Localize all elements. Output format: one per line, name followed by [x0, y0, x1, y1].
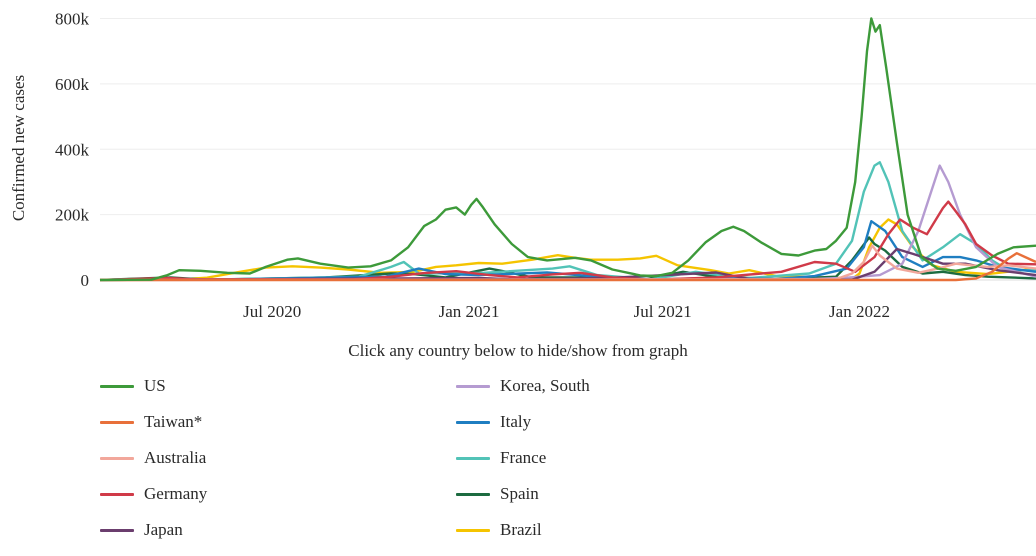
- x-tick-label: Jan 2022: [829, 302, 890, 321]
- legend-label: Taiwan*: [144, 412, 203, 431]
- series-line-brazil: [99, 218, 1036, 282]
- y-tick-label: 800k: [55, 10, 90, 29]
- legend-item-korea-south[interactable]: Korea, South: [456, 374, 590, 398]
- series-line-taiwan: [100, 252, 1036, 282]
- x-tick-label: Jan 2021: [439, 302, 500, 321]
- series-line-germany: [99, 200, 1036, 282]
- legend-item-taiwan[interactable]: Taiwan*: [100, 410, 202, 434]
- legend-swatch: [456, 456, 490, 460]
- legend-item-brazil[interactable]: Brazil: [456, 518, 542, 542]
- legend-item-germany[interactable]: Germany: [100, 482, 207, 506]
- legend-item-italy[interactable]: Italy: [456, 410, 531, 434]
- legend-item-france[interactable]: France: [456, 446, 546, 470]
- legend-item-australia[interactable]: Australia: [100, 446, 206, 470]
- legend-label: US: [144, 376, 166, 395]
- x-axis-ticks: Jul 2020 Jan 2021 Jul 2021 Jan 2022: [243, 302, 890, 321]
- series-line-korea-south: [99, 164, 1036, 282]
- legend-item-japan[interactable]: Japan: [100, 518, 183, 542]
- legend-label: Germany: [144, 484, 208, 503]
- legend-label: Korea, South: [500, 376, 590, 395]
- y-axis-title: Confirmed new cases: [9, 75, 28, 221]
- x-tick-label: Jul 2020: [243, 302, 301, 321]
- legend-item-spain[interactable]: Spain: [456, 482, 539, 506]
- legend-label: Brazil: [500, 520, 542, 539]
- series-line-france: [99, 161, 1036, 282]
- legend-swatch: [100, 492, 134, 496]
- series-lines: [99, 17, 1036, 282]
- y-tick-label: 0: [81, 271, 90, 290]
- series-line-italy: [99, 220, 1036, 282]
- gridlines: [100, 18, 1036, 281]
- legend-item-us[interactable]: US: [100, 374, 166, 398]
- legend-swatch: [456, 420, 490, 424]
- legend-label: Australia: [144, 448, 207, 467]
- legend-label: Japan: [144, 520, 183, 539]
- legend-swatch: [456, 492, 490, 496]
- legend-label: France: [500, 448, 547, 467]
- legend-swatch: [456, 528, 490, 532]
- y-axis-ticks: 0 200k 400k 600k 800k: [55, 10, 90, 290]
- legend-label: Spain: [500, 484, 539, 503]
- y-tick-label: 400k: [55, 140, 90, 159]
- legend-caption: Click any country below to hide/show fro…: [348, 341, 688, 360]
- x-tick-label: Jul 2021: [634, 302, 692, 321]
- series-line-us: [99, 17, 1036, 282]
- legend-swatch: [456, 384, 490, 388]
- legend-swatch: [100, 528, 134, 532]
- legend-swatch: [100, 456, 134, 460]
- legend-swatch: [100, 420, 134, 424]
- y-tick-label: 200k: [55, 206, 90, 225]
- series-line-australia: [99, 244, 1036, 282]
- y-tick-label: 600k: [55, 75, 90, 94]
- legend-label: Italy: [500, 412, 532, 431]
- legend-swatch: [100, 384, 134, 388]
